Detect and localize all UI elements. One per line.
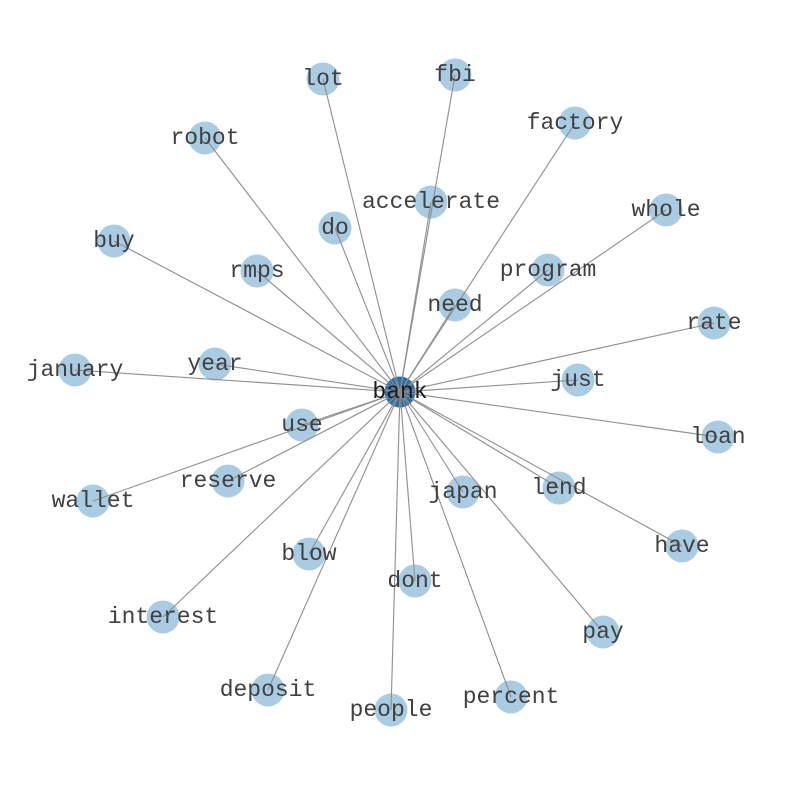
svg-text:deposit: deposit: [220, 677, 317, 703]
svg-text:rate: rate: [686, 310, 741, 336]
svg-text:pay: pay: [582, 619, 624, 645]
svg-text:program: program: [500, 257, 597, 283]
svg-text:have: have: [654, 533, 709, 559]
svg-text:dont: dont: [387, 568, 442, 594]
svg-text:japan: japan: [428, 479, 497, 505]
svg-text:robot: robot: [170, 125, 239, 151]
svg-text:do: do: [321, 215, 349, 241]
svg-text:blow: blow: [281, 541, 336, 567]
svg-text:percent: percent: [463, 684, 560, 710]
svg-text:people: people: [350, 697, 433, 723]
svg-text:reserve: reserve: [180, 468, 277, 494]
svg-text:year: year: [187, 351, 242, 377]
svg-text:factory: factory: [527, 110, 624, 136]
svg-text:lot: lot: [302, 66, 343, 92]
svg-text:bank: bank: [372, 379, 427, 405]
svg-text:just: just: [550, 367, 605, 393]
svg-text:lend: lend: [531, 475, 586, 501]
svg-text:whole: whole: [631, 197, 700, 223]
svg-text:loan: loan: [690, 424, 745, 450]
svg-text:wallet: wallet: [52, 488, 135, 514]
svg-text:rmps: rmps: [229, 258, 284, 284]
svg-text:accelerate: accelerate: [362, 189, 500, 215]
svg-text:january: january: [27, 357, 124, 383]
svg-text:need: need: [427, 292, 482, 318]
svg-text:buy: buy: [93, 228, 135, 254]
svg-text:use: use: [281, 412, 322, 438]
svg-text:interest: interest: [108, 604, 218, 630]
svg-text:fbi: fbi: [434, 62, 475, 88]
